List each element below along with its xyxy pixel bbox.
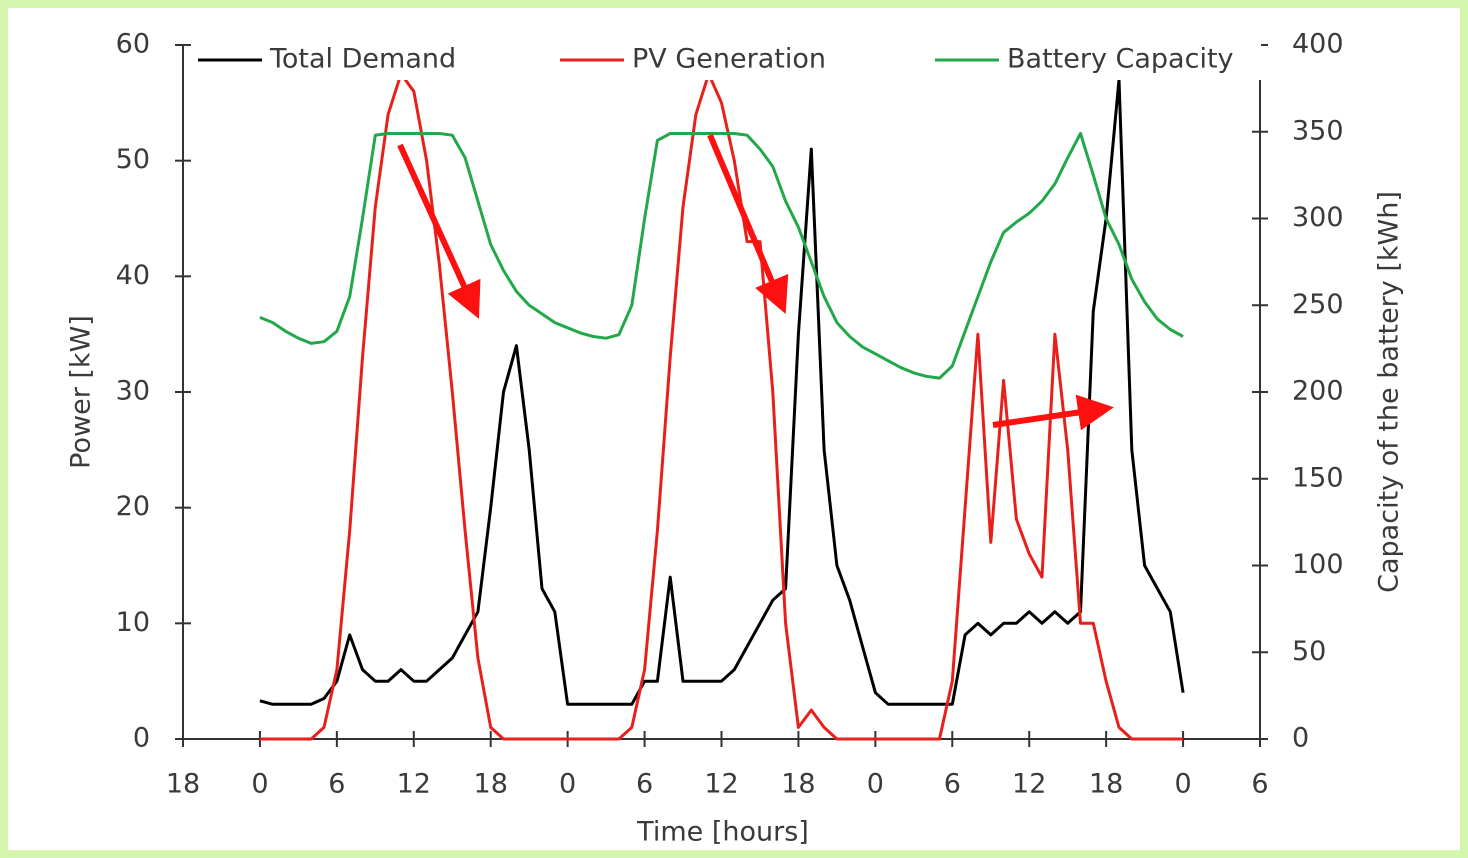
y2-tick-label: 300 [1292, 202, 1344, 233]
x-tick-label: 18 [781, 769, 815, 800]
y2-axis-title: Capacity of the battery [kWh] [1374, 191, 1405, 593]
x-tick-label: 18 [474, 769, 508, 800]
arrow [397, 143, 481, 319]
legend-label: Battery Capacity [1007, 44, 1234, 75]
x-tick-label: 12 [1012, 769, 1046, 800]
x-axis-title: Time [hours] [636, 817, 809, 848]
y2-tick-label: 400 [1292, 29, 1344, 60]
x-tick-label: 12 [704, 769, 738, 800]
y2-tick-label: 100 [1292, 549, 1344, 580]
x-tick-label: 6 [1251, 769, 1268, 800]
y2-tick-label: 200 [1292, 376, 1344, 407]
x-tick-label: 6 [636, 769, 653, 800]
x-tick-label: 6 [328, 769, 345, 800]
arrow [992, 394, 1114, 431]
x-tick-label: 0 [867, 769, 884, 800]
series-line [259, 72, 1184, 741]
x-tick-label: 0 [251, 769, 268, 800]
y2-tick-label: 150 [1292, 462, 1344, 493]
y-tick-label: 20 [116, 491, 150, 522]
x-tick-label: 0 [1174, 769, 1191, 800]
y-tick-label: 10 [116, 607, 150, 638]
y2-tick-label: 0 [1292, 723, 1309, 754]
x-tick-label: 0 [559, 769, 576, 800]
x-tick-label: 12 [397, 769, 431, 800]
y-tick-label: 60 [116, 29, 150, 60]
series-line [259, 78, 1185, 706]
arrow [707, 133, 789, 315]
chart: Time [hours] Power [kW] Capacity of the … [8, 8, 1460, 850]
x-tick-label: 18 [166, 769, 200, 800]
y-tick-label: 0 [133, 723, 150, 754]
y2-tick-label: 350 [1292, 115, 1344, 146]
legend-label: Total Demand [269, 44, 456, 75]
series-line [259, 132, 1184, 380]
y-axis-title: Power [kW] [66, 315, 97, 469]
y2-tick-label: 250 [1292, 289, 1344, 320]
y2-tick-label: 50 [1292, 636, 1326, 667]
annotations [397, 133, 1114, 431]
x-tick-label: 18 [1089, 769, 1123, 800]
y-tick-label: 50 [116, 144, 150, 175]
legend-item: PV Generation [556, 40, 837, 80]
y-tick-label: 30 [116, 376, 150, 407]
legend-item: Total Demand [194, 40, 458, 80]
legend-item: Battery Capacity [931, 40, 1261, 80]
y-tick-label: 40 [116, 260, 150, 291]
x-tick-label: 6 [944, 769, 961, 800]
legend-label: PV Generation [632, 44, 826, 75]
